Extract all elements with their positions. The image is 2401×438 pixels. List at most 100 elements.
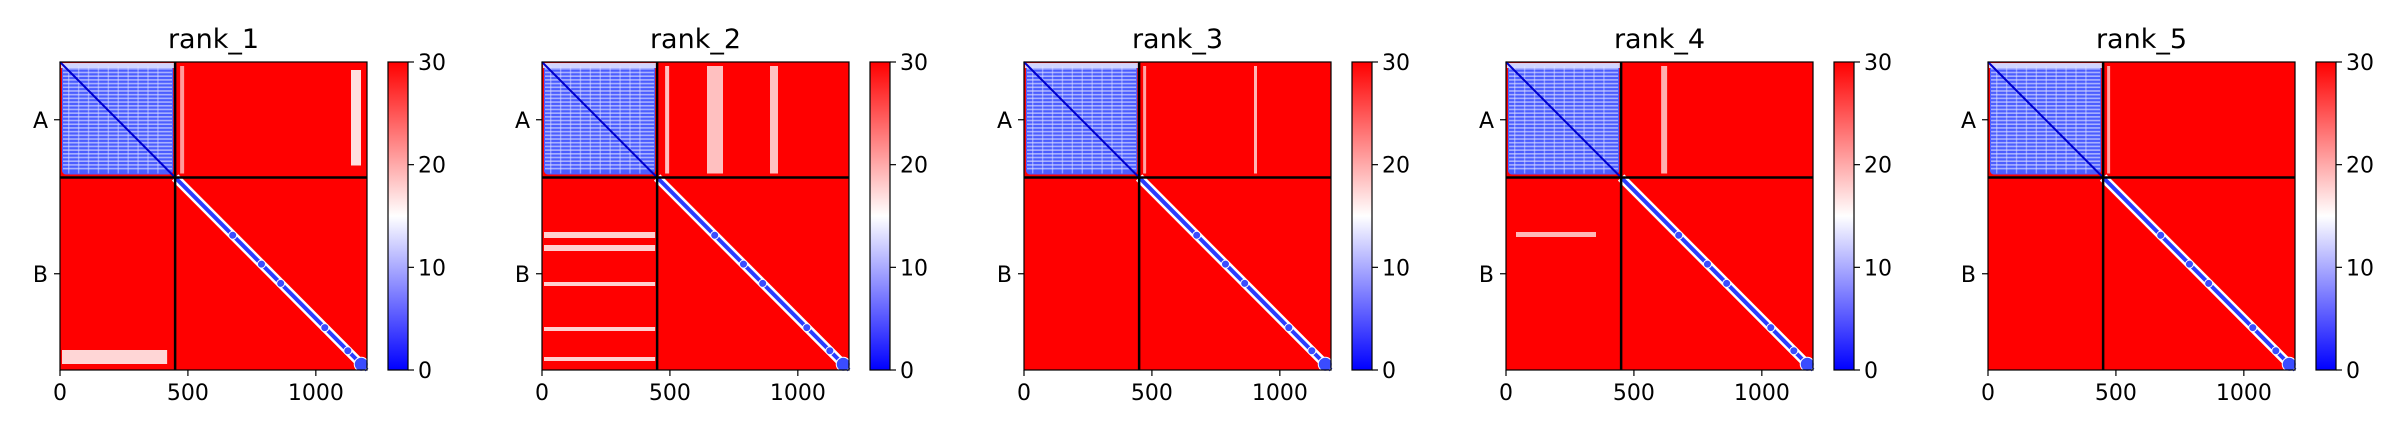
colorbar-tick-label: 20 <box>1864 154 1892 179</box>
block-a-a-vstripe <box>619 66 621 174</box>
block-a-a-vstripe <box>2015 66 2018 174</box>
pale-streak <box>544 232 656 238</box>
diagonal-b <box>2101 176 2297 372</box>
colorbar-tick-label: 10 <box>900 256 928 281</box>
block-a-a-rim <box>1507 63 1621 68</box>
panel-title: rank_2 <box>650 24 741 55</box>
x-tick-label: 0 <box>1499 381 1513 406</box>
colorbar <box>1351 61 1373 371</box>
block-a-a-vstripe <box>579 66 582 174</box>
block-a-a-vstripe <box>1603 66 1605 174</box>
pale-band <box>1661 66 1668 174</box>
block-a-a-vstripe <box>1041 66 1044 174</box>
diagonal-domain <box>710 230 720 240</box>
block-a-a-vstripe <box>2035 66 2038 174</box>
block-a-a-vstripe <box>147 66 149 174</box>
pale-streak <box>62 350 168 364</box>
diagonal-domain <box>1799 356 1815 372</box>
diagonal-domain <box>758 278 768 288</box>
plot-frame <box>59 61 368 371</box>
diagonal-domain <box>1307 346 1317 356</box>
diagonal-domain <box>1702 259 1712 269</box>
diagonal-domain <box>256 259 266 269</box>
diagonal-domain <box>738 259 748 269</box>
y-tick-label: A <box>33 109 48 134</box>
x-tick-label: 1000 <box>1252 381 1308 406</box>
pale-band <box>665 66 670 174</box>
heatmap-panel-4: rank_4 A B 0 500 1000 0 10 20 30 <box>1479 24 1892 406</box>
x-tick-label: 0 <box>535 381 549 406</box>
block-a-a-vstripe <box>1533 66 1536 174</box>
plot-frame <box>1505 61 1814 371</box>
colorbar-tick-label: 30 <box>1864 51 1892 76</box>
diagonal-domain <box>353 356 369 372</box>
y-tick-label: A <box>1961 109 1976 134</box>
diagonal-domain <box>1220 259 1230 269</box>
diagonal-domain <box>835 356 851 372</box>
y-tick-label: A <box>997 109 1012 134</box>
diagonal-domain <box>1317 356 1333 372</box>
block-a-a-vstripe <box>2075 66 2077 174</box>
diagonal-b <box>655 176 851 372</box>
y-tick-label: B <box>1961 263 1976 288</box>
y-tick-label: B <box>515 263 530 288</box>
diagonal-a <box>59 61 176 179</box>
diagonal-domain <box>1192 230 1202 240</box>
colorbar-tick-label: 30 <box>900 51 928 76</box>
colorbar-tick-label: 20 <box>418 154 446 179</box>
block-a-a-vstripe <box>2055 66 2057 174</box>
block-a-a-vstripe <box>77 66 80 174</box>
y-tick-label: B <box>1479 263 1494 288</box>
block-a-a-vstripe <box>609 66 611 174</box>
block-a-a-vstripe <box>97 66 100 174</box>
colorbar <box>869 61 891 371</box>
block-a-a-vstripe <box>1514 66 1516 174</box>
block-a-a-rim <box>1025 63 1139 68</box>
diagonal-a <box>1023 61 1140 179</box>
diagonal-domain <box>1674 230 1684 240</box>
panel-title: rank_3 <box>1132 24 1223 55</box>
colorbar-tick-label: 10 <box>1864 256 1892 281</box>
colorbar-tick-label: 20 <box>1382 154 1410 179</box>
block-a-a-vstripe <box>1032 66 1034 174</box>
block-a-a-vstripe <box>1543 66 1546 174</box>
y-tick-label: A <box>1479 109 1494 134</box>
y-tick-label: A <box>515 109 530 134</box>
diagonal-domain <box>2204 278 2214 288</box>
block-a-a-vstripe <box>629 66 631 174</box>
block-a-a-vstripe <box>639 66 641 174</box>
block-a-a-vstripe <box>550 66 552 174</box>
block-a-a-vstripe <box>1111 66 1113 174</box>
diagonal-domain <box>1240 278 1250 288</box>
heatmap-panel-1: rank_1 A B 0 500 1000 0 10 20 30 <box>33 24 446 406</box>
colorbar-tick-label: 10 <box>1382 256 1410 281</box>
x-tick-label: 0 <box>1981 381 1995 406</box>
diagonal-domain <box>343 346 353 356</box>
plot-frame <box>1023 61 1332 371</box>
block-a-a-vstripe <box>157 66 159 174</box>
x-tick-label: 500 <box>1131 381 1173 406</box>
plot-frame <box>1987 61 2296 371</box>
pale-band <box>180 66 185 174</box>
block-a-a-vstripe <box>1573 66 1575 174</box>
x-tick-label: 500 <box>1613 381 1655 406</box>
x-tick-label: 1000 <box>1734 381 1790 406</box>
y-tick-label: B <box>33 263 48 288</box>
diagonal-domain <box>1722 278 1732 288</box>
panel-title: rank_1 <box>168 24 259 55</box>
diagonal-domain <box>802 323 812 333</box>
diagonal-b <box>173 176 369 372</box>
colorbar-tick-label: 20 <box>2346 154 2374 179</box>
colorbar-tick-label: 30 <box>1382 51 1410 76</box>
pale-band <box>2107 66 2111 174</box>
diagonal-domain <box>2271 346 2281 356</box>
colorbar-tick-label: 0 <box>2346 359 2360 384</box>
block-a-a-vstripe <box>1553 66 1556 174</box>
diagonal-domain <box>2281 356 2297 372</box>
block-a-a-vstripe <box>1996 66 1998 174</box>
block-a-a-vstripe <box>2085 66 2087 174</box>
block-a-a-vstripe <box>1061 66 1064 174</box>
y-tick-label: B <box>997 263 1012 288</box>
panel-title: rank_5 <box>2096 24 2187 55</box>
diagonal-domain <box>276 278 286 288</box>
